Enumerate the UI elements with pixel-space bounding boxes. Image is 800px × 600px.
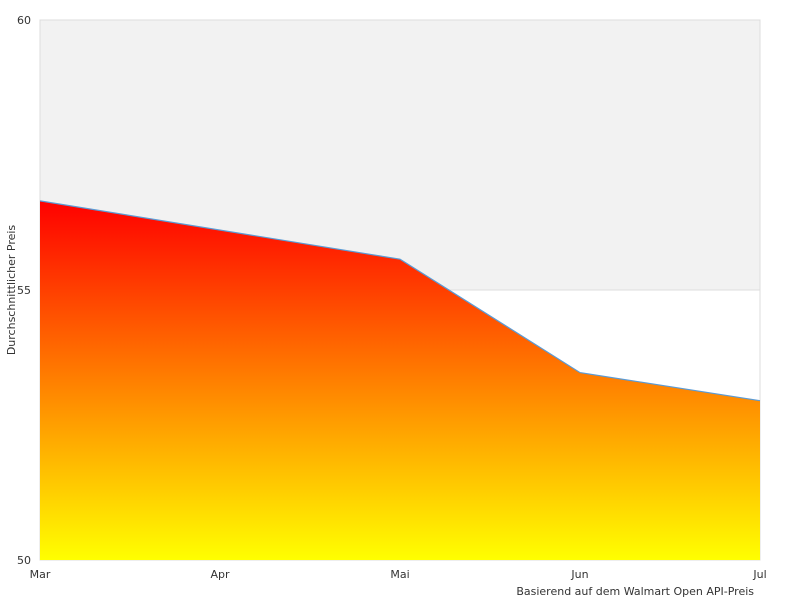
x-axis: Mar Apr Mai Jun Jul (30, 568, 767, 581)
series-line (39, 200, 761, 402)
y-axis: 50 55 60 (17, 14, 31, 567)
area-series (40, 200, 760, 560)
y-axis-title: Durchschnittlicher Preis (5, 225, 18, 356)
y-tick-label: 55 (17, 284, 31, 297)
x-tick-label: Mai (390, 568, 409, 581)
y-tick-label: 50 (17, 554, 31, 567)
x-tick-label: Apr (210, 568, 230, 581)
y-tick-label: 60 (17, 14, 31, 27)
x-tick-label: Mar (30, 568, 51, 581)
source-note: Basierend auf dem Walmart Open API-Preis (516, 585, 754, 598)
x-tick-label: Jun (570, 568, 588, 581)
x-tick-label: Jul (752, 568, 766, 581)
